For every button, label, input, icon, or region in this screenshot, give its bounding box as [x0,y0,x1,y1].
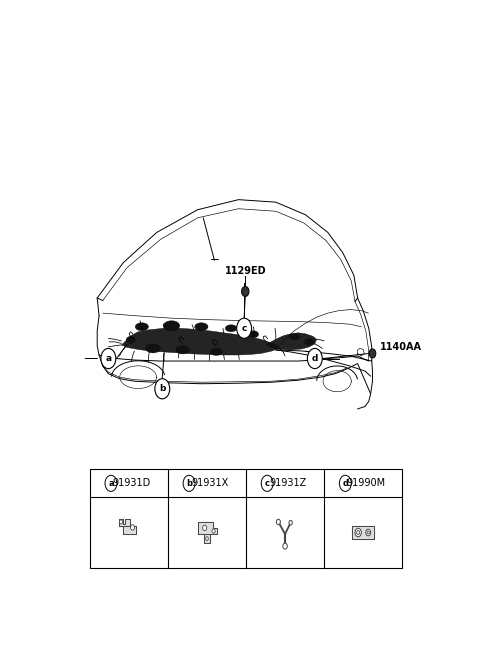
Circle shape [289,521,292,525]
Text: c: c [264,479,270,488]
Ellipse shape [145,344,160,353]
Polygon shape [266,333,317,350]
Ellipse shape [225,325,237,332]
Polygon shape [119,519,130,527]
Text: c: c [241,324,247,333]
Text: 91931Z: 91931Z [269,478,307,489]
Text: 1129ED: 1129ED [225,267,266,276]
Circle shape [101,348,116,369]
Text: b: b [186,479,192,488]
Circle shape [357,531,360,534]
Circle shape [366,529,371,536]
Ellipse shape [210,348,222,356]
Text: b: b [159,384,166,393]
Circle shape [261,476,273,491]
Polygon shape [204,534,210,543]
Ellipse shape [248,331,259,338]
Ellipse shape [126,336,135,343]
Text: a: a [105,354,111,363]
Circle shape [203,525,207,531]
Ellipse shape [305,339,314,345]
Circle shape [212,529,215,533]
Circle shape [241,286,249,297]
Text: 91931X: 91931X [192,478,228,489]
Circle shape [369,349,376,358]
Text: 91990M: 91990M [347,478,386,489]
Polygon shape [123,527,135,534]
Ellipse shape [176,346,190,354]
Circle shape [183,476,195,491]
Circle shape [307,348,322,369]
FancyBboxPatch shape [90,470,402,568]
Polygon shape [352,527,374,538]
Text: 1140AA: 1140AA [380,342,422,352]
Text: 91931D: 91931D [113,478,151,489]
Ellipse shape [241,328,251,334]
Ellipse shape [195,323,208,331]
Circle shape [367,531,369,534]
Circle shape [339,476,351,491]
Polygon shape [121,328,279,355]
Text: d: d [342,479,348,488]
Ellipse shape [289,334,300,340]
Circle shape [105,476,117,491]
Circle shape [355,529,361,536]
Text: d: d [312,354,318,363]
Circle shape [131,525,134,530]
Ellipse shape [135,323,148,331]
Circle shape [155,379,170,399]
Circle shape [276,519,280,525]
Circle shape [237,318,252,339]
Circle shape [205,536,208,540]
Text: a: a [108,479,114,488]
Ellipse shape [163,321,180,331]
Circle shape [283,543,288,549]
Circle shape [120,520,122,524]
Polygon shape [198,522,217,534]
